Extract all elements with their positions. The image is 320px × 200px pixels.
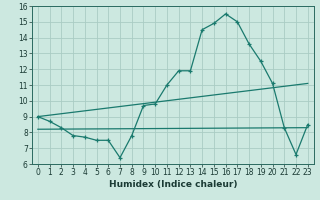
X-axis label: Humidex (Indice chaleur): Humidex (Indice chaleur)	[108, 180, 237, 189]
